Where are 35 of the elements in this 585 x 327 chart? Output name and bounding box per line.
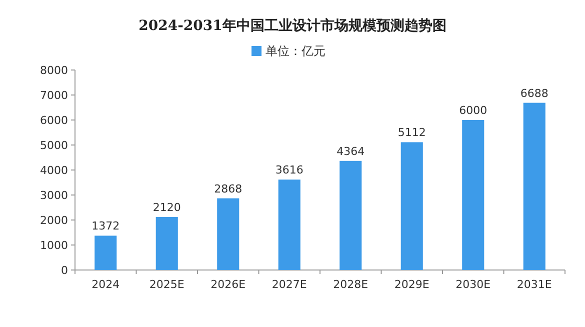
chart-title: 2024-2031年中国工业设计市场规模预测趋势图: [138, 17, 446, 34]
data-label: 1372: [92, 220, 120, 233]
x-tick-label: 2024: [92, 278, 120, 291]
data-label: 5112: [398, 126, 426, 140]
y-tick-label: 6000: [40, 114, 68, 127]
y-tick-label: 1000: [40, 239, 68, 252]
x-tick-label: 2028E: [333, 278, 368, 291]
data-label: 6000: [459, 104, 488, 117]
bar: [462, 120, 484, 270]
bar: [340, 160, 362, 270]
bar: [156, 217, 178, 270]
y-tick-label: 5000: [40, 139, 68, 152]
y-tick-label: 7000: [40, 89, 68, 102]
data-label: 2868: [214, 182, 242, 196]
bar: [217, 198, 240, 270]
bar: [278, 180, 300, 270]
data-label: 6688: [520, 86, 548, 100]
data-label: 4364: [336, 144, 365, 158]
y-tick-label: 4000: [40, 164, 68, 177]
x-tick-label: 2029E: [394, 278, 430, 291]
y-tick-label: 8000: [40, 64, 68, 77]
bar: [400, 142, 423, 270]
x-tick-label: 2025E: [149, 278, 184, 291]
legend-label: 单位：亿元: [266, 44, 326, 58]
bar: [523, 102, 546, 270]
y-tick-label: 2000: [40, 214, 68, 227]
x-tick-label: 2026E: [210, 278, 246, 291]
bar: [94, 236, 117, 270]
x-tick-label: 2031E: [516, 278, 552, 291]
data-label: 3616: [275, 164, 304, 177]
data-label: 2120: [152, 201, 181, 214]
y-tick-label: 3000: [40, 189, 68, 202]
y-tick-label: 0: [61, 264, 68, 277]
x-tick-label: 2030E: [456, 278, 491, 291]
x-tick-label: 2027E: [272, 278, 307, 291]
